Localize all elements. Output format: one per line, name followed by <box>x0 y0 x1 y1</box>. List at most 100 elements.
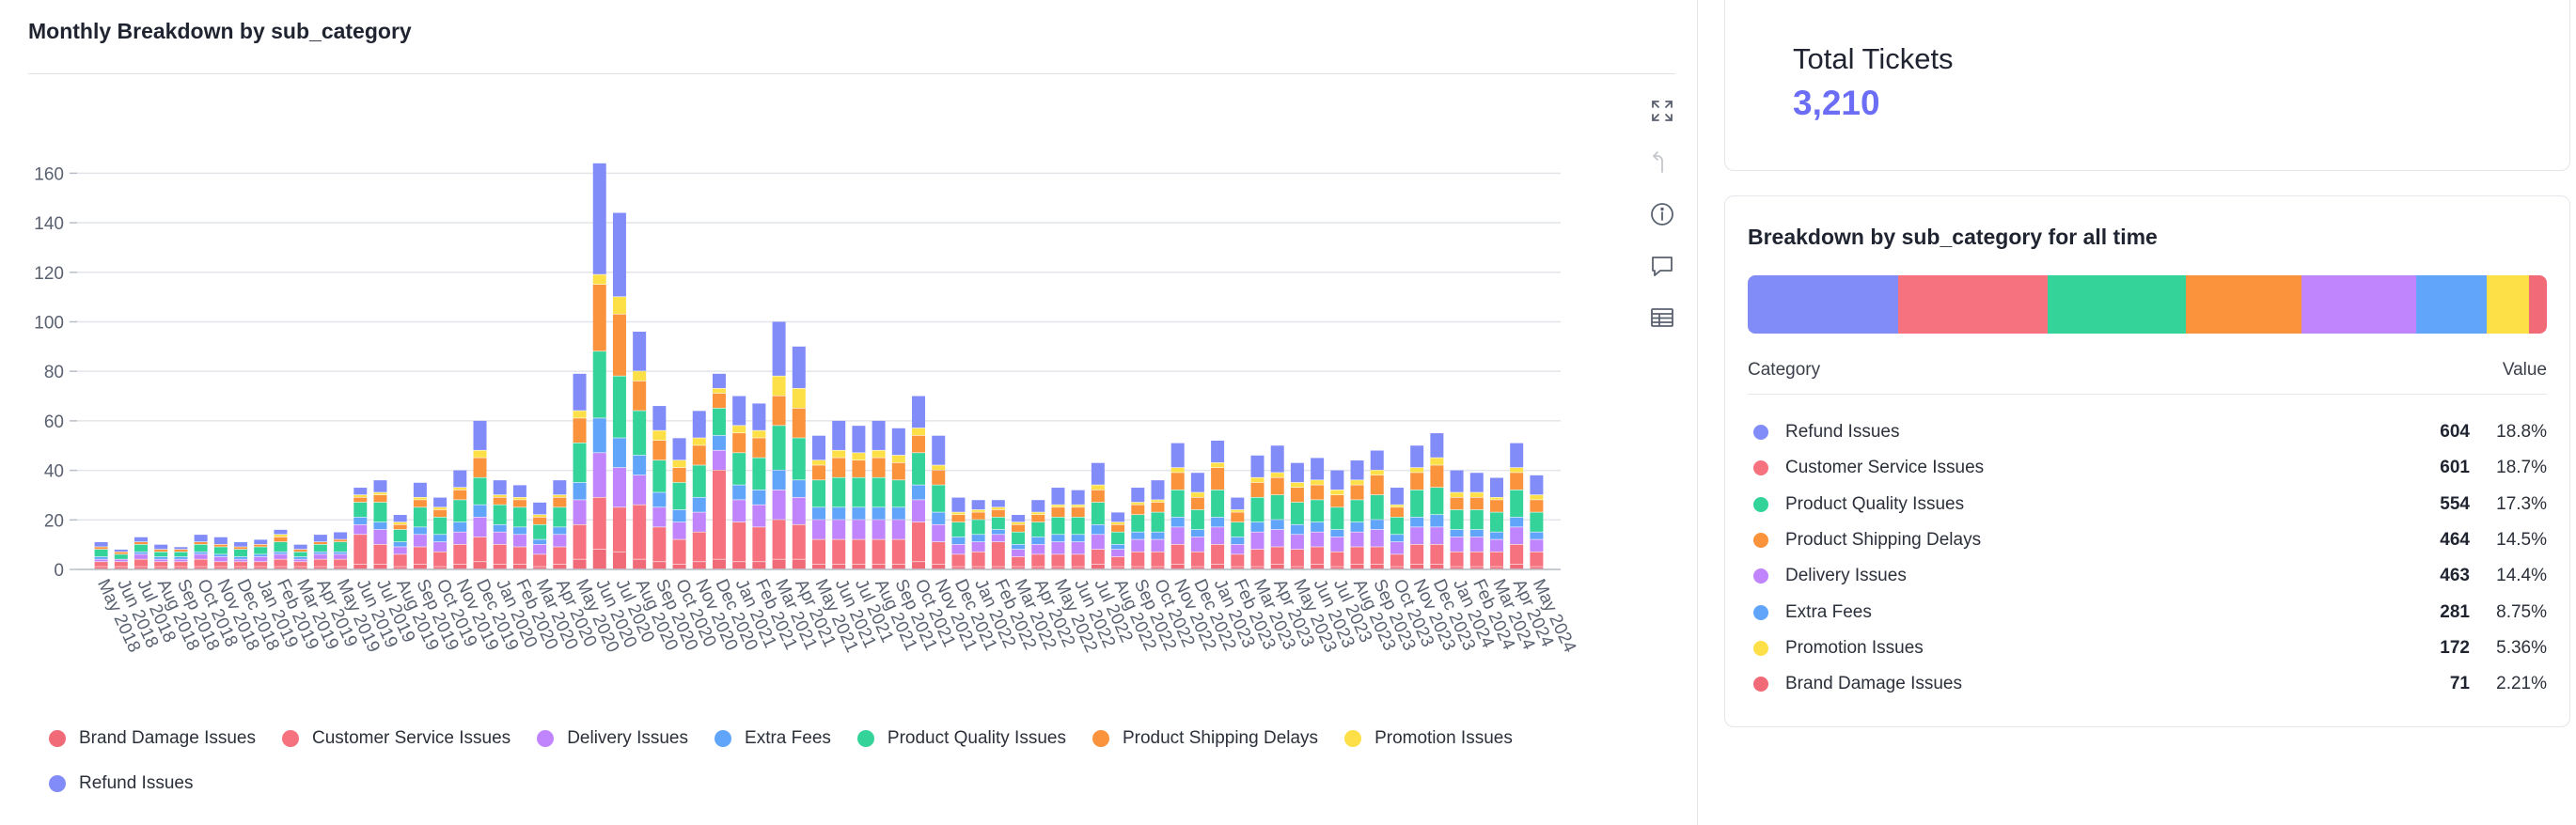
bar-segment <box>453 521 467 532</box>
bar-segment <box>1190 537 1204 552</box>
bar-segment <box>234 549 248 557</box>
bar-segment <box>633 455 647 475</box>
bar-segment <box>1311 485 1325 500</box>
bar-segment <box>1390 542 1404 554</box>
bar-segment <box>1091 535 1105 550</box>
bar-segment <box>1012 524 1026 532</box>
bar-segment <box>1211 517 1225 527</box>
bar-segment <box>832 450 846 458</box>
comment-button[interactable] <box>1645 249 1679 283</box>
bar-segment <box>1430 544 1444 565</box>
bar-segment <box>1151 512 1165 532</box>
bar-segment <box>1051 542 1065 554</box>
bar-segment <box>1330 552 1344 567</box>
bar-segment <box>413 535 427 547</box>
bar-segment <box>1469 529 1484 537</box>
bar-segment <box>493 480 507 495</box>
bar-segment <box>792 438 806 480</box>
bar-segment <box>971 535 985 542</box>
bar-segment <box>1270 494 1284 520</box>
bar-segment <box>1489 497 1503 500</box>
breakdown-bar-segment[interactable] <box>1897 275 2048 334</box>
bar-segment <box>234 556 248 559</box>
breakdown-bar-segment[interactable] <box>2486 275 2530 334</box>
breakdown-bar-segment[interactable] <box>2416 275 2487 334</box>
bar-segment <box>114 549 128 552</box>
bar-segment <box>891 539 905 565</box>
bar-segment <box>1211 467 1225 490</box>
bar-segment <box>912 435 926 453</box>
bar-segment <box>1111 544 1125 550</box>
bar-segment <box>932 524 946 542</box>
legend-item[interactable]: Product Quality Issues <box>856 716 1066 761</box>
breakdown-bar-segment[interactable] <box>2301 275 2417 334</box>
bar-segment <box>194 559 208 567</box>
legend-item[interactable]: Customer Service Issues <box>282 716 510 761</box>
bar-segment <box>1510 473 1524 490</box>
bar-segment <box>154 544 168 550</box>
bar-segment <box>1250 455 1264 477</box>
bar-segment <box>334 554 348 559</box>
bar-segment <box>1190 529 1204 537</box>
bar-segment <box>1151 532 1165 539</box>
bar-segment <box>134 567 149 569</box>
bar-segment <box>991 567 1005 569</box>
bar-segment <box>812 539 825 565</box>
expand-button[interactable] <box>1645 94 1679 128</box>
legend-item[interactable]: Delivery Issues <box>537 716 688 761</box>
bar-segment <box>274 542 288 552</box>
legend-item[interactable]: Promotion Issues <box>1344 716 1513 761</box>
bar-segment <box>473 420 487 450</box>
bar-segment <box>1170 527 1185 545</box>
bar-segment <box>812 435 825 460</box>
legend-item[interactable]: Brand Damage Issues <box>49 716 256 761</box>
bar-segment <box>1211 527 1225 545</box>
bar-segment <box>1071 490 1085 505</box>
legend-item[interactable]: Refund Issues <box>49 761 193 806</box>
bar-segment <box>792 559 806 569</box>
bar-segment <box>1290 462 1304 483</box>
bar-segment <box>1489 567 1503 569</box>
breakdown-bar-segment[interactable] <box>1748 275 1898 334</box>
bar-segment <box>254 562 268 567</box>
legend-label: Product Shipping Delays <box>1122 728 1319 748</box>
bar-segment <box>1469 497 1484 510</box>
bar-segment <box>573 411 587 418</box>
bar-segment <box>912 485 926 500</box>
breakdown-bar-segment[interactable] <box>2185 275 2301 334</box>
bar-segment <box>533 524 547 539</box>
info-button[interactable] <box>1645 197 1679 231</box>
bar-segment <box>1410 445 1424 468</box>
table-view-button[interactable] <box>1645 301 1679 335</box>
legend-item[interactable]: Extra Fees <box>715 716 831 761</box>
bar-segment <box>712 408 726 436</box>
bar-segment <box>1430 527 1444 545</box>
bar-segment <box>1012 521 1026 524</box>
bar-segment <box>712 435 726 450</box>
bar-segment <box>1012 549 1026 557</box>
legend-dot <box>1344 730 1362 747</box>
bar-segment <box>1071 507 1085 518</box>
bar-segment <box>453 564 467 569</box>
breakdown-bar-segment[interactable] <box>2529 275 2547 334</box>
bar-segment <box>453 532 467 545</box>
legend-item[interactable]: Product Shipping Delays <box>1092 716 1318 761</box>
bar-segment <box>154 556 168 559</box>
bar-segment <box>1231 537 1245 545</box>
bar-segment <box>573 443 587 483</box>
bar-segment <box>1330 494 1344 507</box>
drill-up-button[interactable] <box>1645 146 1679 179</box>
bar-segment <box>633 475 647 505</box>
bar-segment <box>1270 520 1284 530</box>
bar-segment <box>1469 473 1484 492</box>
drill-up-icon <box>1652 151 1663 173</box>
bar-segment <box>1430 433 1444 458</box>
bar-segment <box>473 458 487 477</box>
bar-segment <box>473 562 487 569</box>
bar-segment <box>832 507 846 520</box>
legend-dot <box>49 775 66 792</box>
bar-segment <box>1131 515 1145 532</box>
breakdown-bar-segment[interactable] <box>2047 275 2186 334</box>
bar-segment <box>114 554 128 559</box>
breakdown-row: Promotion Issues 172 5.36% <box>1748 630 2547 666</box>
